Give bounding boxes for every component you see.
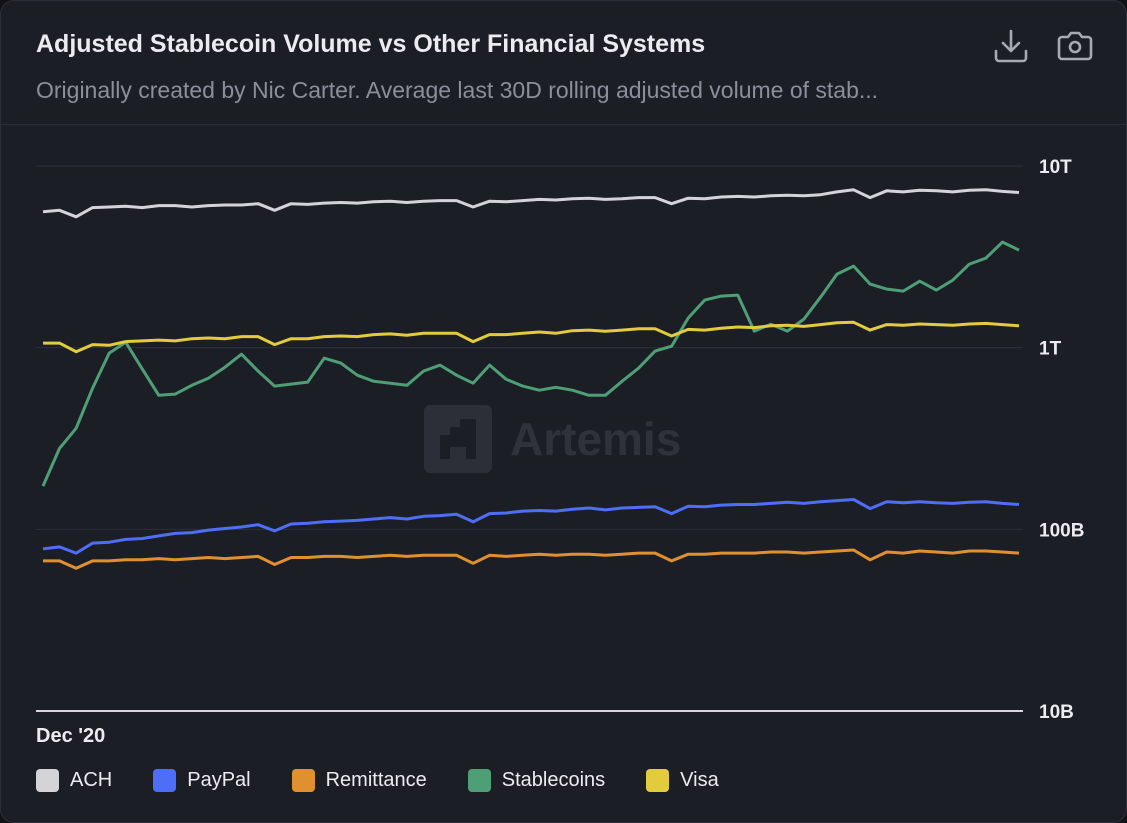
- chart-title: Adjusted Stablecoin Volume vs Other Fina…: [36, 30, 706, 58]
- y-tick-label: 1T: [1039, 339, 1062, 360]
- y-tick-label: 10B: [1039, 702, 1074, 723]
- legend-item-visa[interactable]: Visa: [646, 769, 719, 792]
- legend-item-remittance[interactable]: Remittance: [291, 769, 427, 792]
- legend-swatch: [291, 769, 315, 792]
- series-line-stablecoins[interactable]: [41, 240, 1020, 487]
- legend-swatch: [36, 769, 59, 792]
- series-line-remittance[interactable]: [43, 548, 1020, 570]
- camera-icon[interactable]: [1055, 27, 1095, 67]
- artemis-watermark: Artemis: [424, 405, 681, 473]
- legend-item-ach[interactable]: ACH: [36, 769, 112, 792]
- series-line-visa[interactable]: [43, 320, 1020, 354]
- x-tick-label: Dec '20: [36, 725, 106, 747]
- y-tick-label: 10T: [1039, 157, 1072, 178]
- legend-label: PayPal: [187, 769, 251, 791]
- header-divider: [1, 124, 1126, 125]
- legend-label: ACH: [70, 769, 113, 791]
- y-tick-label: 100B: [1039, 520, 1084, 541]
- legend: ACH PayPal Remittance Stablecoins Visa: [36, 769, 760, 792]
- series-line-ach[interactable]: [42, 188, 1020, 219]
- watermark-text: Artemis: [510, 413, 682, 465]
- legend-item-stablecoins[interactable]: Stablecoins: [467, 769, 606, 792]
- legend-label: Remittance: [325, 769, 427, 791]
- download-icon[interactable]: [991, 27, 1031, 67]
- legend-label: Visa: [680, 769, 719, 791]
- legend-item-paypal[interactable]: PayPal: [153, 769, 251, 792]
- series-line-paypal[interactable]: [42, 498, 1020, 555]
- legend-swatch: [467, 769, 491, 792]
- legend-swatch: [646, 769, 670, 792]
- legend-label: Stablecoins: [501, 769, 606, 791]
- artemis-logo-icon: [424, 405, 492, 473]
- legend-swatch: [153, 769, 177, 792]
